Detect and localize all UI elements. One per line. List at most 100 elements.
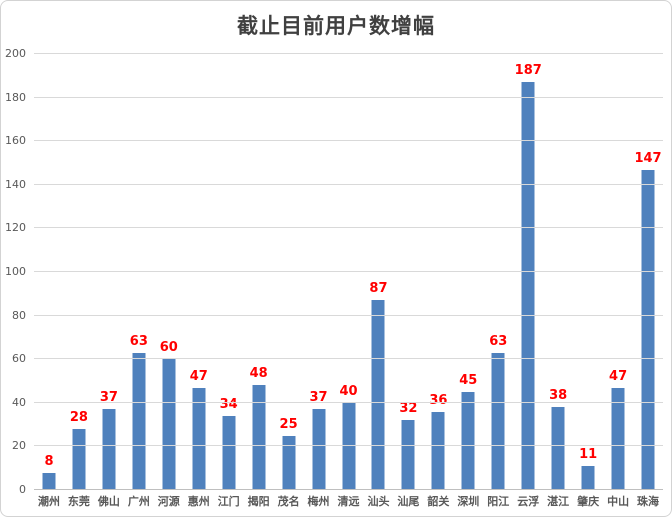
bar-value-label: 25: [279, 416, 298, 432]
gridline: [34, 271, 663, 272]
y-tick-label: 160: [5, 134, 26, 148]
bar: [461, 391, 475, 490]
y-tick-label: 80: [12, 308, 26, 322]
gridline: [34, 183, 663, 185]
bar-column: 36: [423, 54, 453, 490]
x-tick-label: 阳江: [487, 495, 510, 508]
y-tick-label: 120: [5, 221, 26, 235]
x-tick-label: 汕头: [367, 495, 390, 508]
x-tick-label: 珠海: [637, 495, 660, 508]
bar-value-label: 28: [69, 409, 88, 425]
bar: [581, 466, 595, 490]
x-tick-label: 清远: [337, 495, 360, 508]
x-tick-label: 梅州: [307, 495, 330, 508]
x-tick-label: 茂名: [277, 495, 300, 508]
bar-value-label: 187: [514, 63, 542, 79]
bar-column: 8: [34, 54, 64, 490]
bar-column: 47: [184, 54, 214, 490]
bar: [491, 352, 505, 490]
bar-value-label: 38: [549, 388, 568, 404]
bar-value-label: 48: [249, 366, 268, 382]
x-tick-label: 肇庆: [577, 495, 600, 508]
bar-column: 28: [64, 54, 94, 490]
bar-column: 47: [603, 54, 633, 490]
bar-column: 63: [124, 54, 154, 490]
bar-column: 34: [214, 54, 244, 490]
bar: [431, 411, 445, 490]
y-tick-label: 100: [5, 265, 26, 278]
gridline: [34, 401, 663, 403]
bar: [72, 428, 86, 490]
bar: [42, 472, 56, 490]
plot-area: 8 28 37 63 60 47 34 48 25 37 40 87 32 36 45 63 187 38 11 47…: [34, 53, 663, 490]
x-tick-label: 揭阳: [247, 495, 270, 508]
bar-column: 40: [334, 54, 364, 490]
bar-value-label: 60: [159, 340, 178, 356]
bar-value-label: 37: [99, 390, 118, 406]
bar: [371, 300, 385, 490]
bar: [102, 409, 116, 490]
y-tick-label: 200: [5, 47, 26, 60]
bar-column: 37: [94, 54, 124, 490]
bar-column: 48: [244, 54, 274, 490]
bar: [611, 387, 625, 490]
bar: [192, 387, 206, 490]
x-tick-label: 河源: [157, 495, 180, 508]
y-tick-label: 40: [12, 395, 26, 409]
bar: [282, 435, 296, 490]
x-tick-label: 深圳: [457, 495, 480, 508]
bar: [401, 420, 415, 490]
bar-column: 63: [483, 54, 513, 490]
bar-column: 37: [304, 54, 334, 490]
y-tick-label: 60: [12, 352, 26, 366]
bar-value-label: 87: [369, 281, 388, 297]
bar-value-label: 40: [339, 383, 358, 399]
gridline: [34, 358, 663, 360]
bar-columns: 8 28 37 63 60 47 34 48 25 37 40 87 32 36 45 63 187 38 11 47…: [34, 54, 663, 490]
x-tick-label: 潮州: [37, 495, 60, 508]
bar: [551, 407, 565, 490]
chart-title: 截止目前用户数增幅: [237, 14, 435, 38]
gridline: [34, 53, 663, 54]
bar-column: 11: [573, 54, 603, 490]
bar: [521, 82, 535, 490]
bar-column: 32: [393, 54, 423, 490]
x-axis-line: [34, 489, 663, 490]
y-axis: 0 20 40 60 80 100 120 140 160 180 200: [1, 47, 29, 496]
gridline: [34, 445, 663, 447]
bar-column: 60: [154, 54, 184, 490]
y-tick-label: 20: [12, 439, 26, 453]
bar-value-label: 36: [429, 392, 448, 408]
bar-column: 45: [453, 54, 483, 490]
gridline: [34, 227, 663, 229]
y-tick-label: 180: [5, 90, 26, 104]
bar: [132, 352, 146, 490]
bar: [162, 359, 176, 490]
x-tick-label: 汕尾: [397, 495, 420, 508]
bar-column: 25: [274, 54, 304, 490]
bar-value-label: 63: [489, 333, 508, 349]
x-tick-label: 中山: [607, 495, 630, 508]
bar-column: 147: [633, 54, 663, 490]
x-tick-label: 东莞: [67, 495, 90, 508]
bar-column: 87: [363, 54, 393, 490]
bar: [222, 415, 236, 490]
gridline: [34, 140, 663, 142]
bar: [342, 402, 355, 490]
x-tick-label: 佛山: [97, 495, 120, 508]
bar-value-label: 147: [634, 150, 662, 166]
x-tick-label: 江门: [217, 495, 240, 508]
bar: [312, 409, 326, 490]
x-tick-label: 韶关: [427, 495, 450, 508]
x-tick-label: 广州: [127, 495, 150, 508]
bar-value-label: 63: [129, 333, 148, 349]
bar-value-label: 11: [579, 447, 598, 463]
bar: [252, 385, 266, 490]
bar-column: 38: [543, 54, 573, 490]
bar-value-label: 47: [609, 368, 628, 384]
bar-value-label: 34: [219, 396, 238, 412]
x-tick-label: 湛江: [547, 495, 570, 508]
bar-value-label: 32: [399, 401, 418, 417]
bar-value-label: 8: [44, 453, 54, 469]
